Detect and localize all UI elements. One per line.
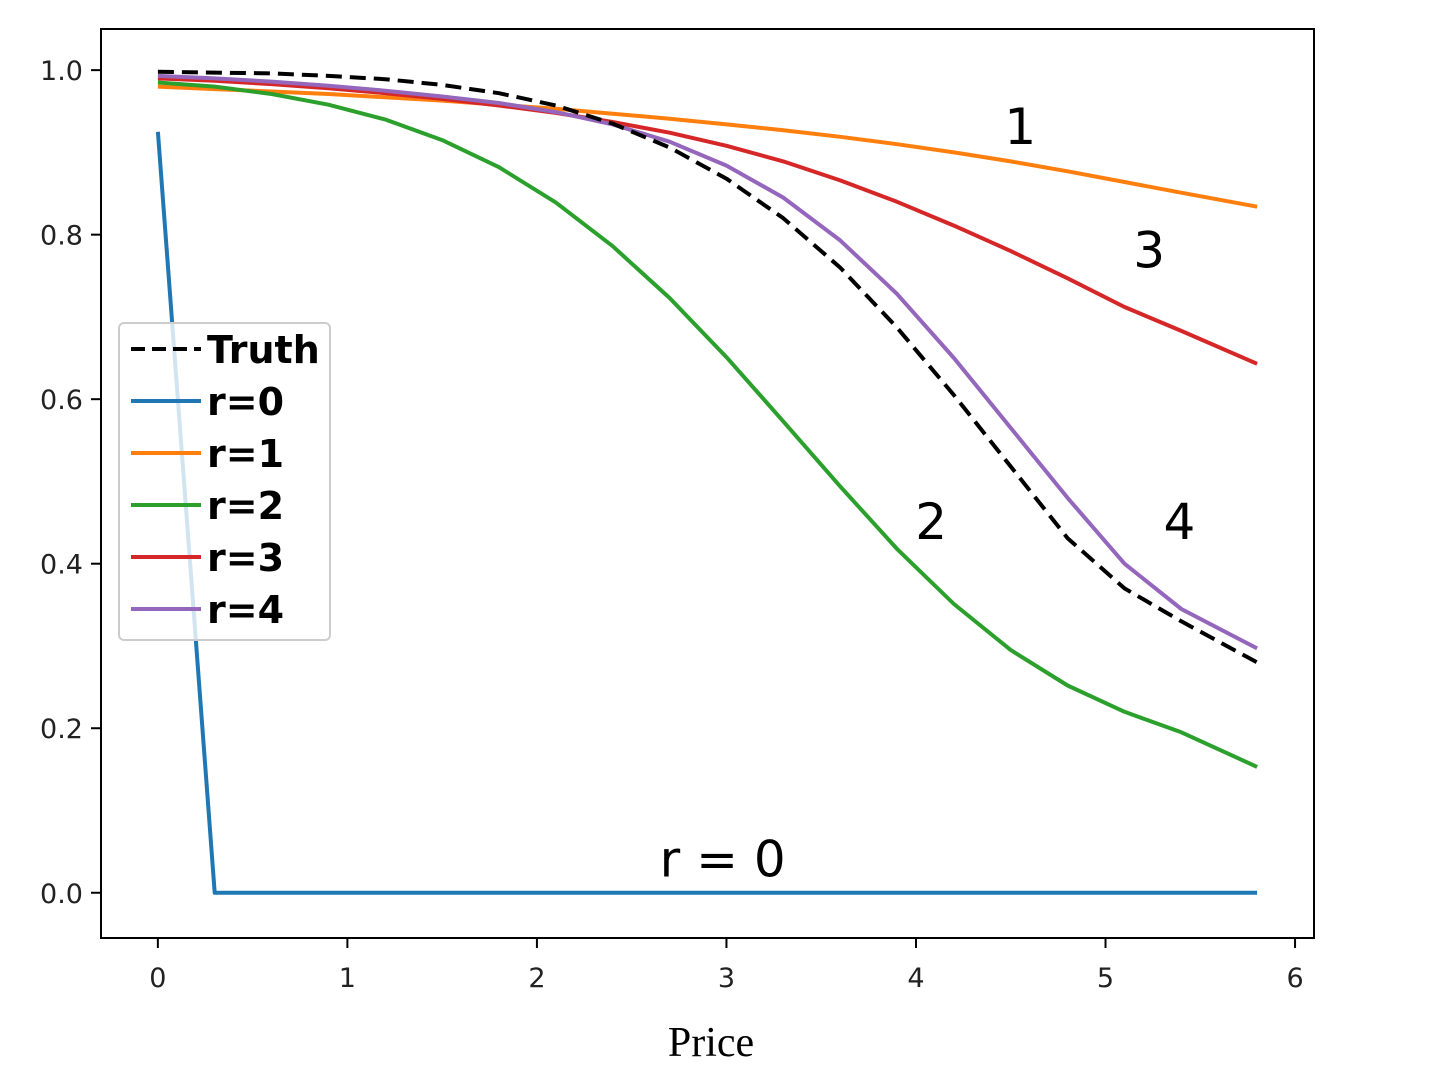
y-tick-label: 0.6 bbox=[40, 385, 83, 416]
legend-label: r=1 bbox=[207, 432, 284, 476]
y-tick-label: 0.2 bbox=[40, 714, 83, 745]
legend-label: Truth bbox=[207, 328, 320, 372]
x-tick-label: 5 bbox=[1097, 963, 1114, 994]
curve-annotation: 3 bbox=[1133, 222, 1165, 280]
curve-annotation: 2 bbox=[915, 493, 947, 551]
series-line-truth bbox=[157, 69, 1259, 665]
y-tick-label: 0.4 bbox=[40, 550, 83, 581]
curve-annotation: 4 bbox=[1164, 493, 1196, 551]
x-tick-label: 3 bbox=[718, 963, 735, 994]
series-line-r4 bbox=[157, 73, 1259, 651]
curve-annotation: 1 bbox=[1004, 98, 1036, 156]
series-line-r0 bbox=[155, 131, 1258, 895]
x-tick-label: 1 bbox=[339, 963, 356, 994]
legend-label: r=3 bbox=[207, 536, 284, 580]
x-tick-label: 6 bbox=[1286, 963, 1303, 994]
legend-label: r=4 bbox=[207, 588, 284, 632]
legend-label: r=0 bbox=[207, 380, 284, 424]
y-tick-label: 0.8 bbox=[40, 221, 83, 252]
series-layer bbox=[155, 69, 1259, 895]
legend-label: r=2 bbox=[207, 484, 284, 528]
x-tick-label: 2 bbox=[528, 963, 545, 994]
plot-frame bbox=[100, 28, 1315, 939]
series-line-r1 bbox=[157, 84, 1258, 209]
series-line-r2 bbox=[157, 80, 1258, 769]
x-tick-label: 0 bbox=[149, 963, 166, 994]
legend: Truth r=0 r=1 r=2 r=3 r=4 bbox=[118, 322, 331, 641]
series-line-r3 bbox=[157, 76, 1258, 366]
x-tick-label: 4 bbox=[907, 963, 924, 994]
y-tick-label: 0.0 bbox=[40, 879, 83, 910]
axis-layer: 0 1 2 3 4 5 6 0.0 0.2 0.4 0.6 0.8 1.0 bbox=[40, 56, 1304, 994]
curve-annotation: r = 0 bbox=[660, 830, 786, 888]
y-tick-label: 1.0 bbox=[40, 56, 83, 87]
annotation-layer: 1 3 2 4 r = 0 bbox=[660, 98, 1196, 888]
x-axis-label: Price bbox=[668, 1020, 754, 1066]
